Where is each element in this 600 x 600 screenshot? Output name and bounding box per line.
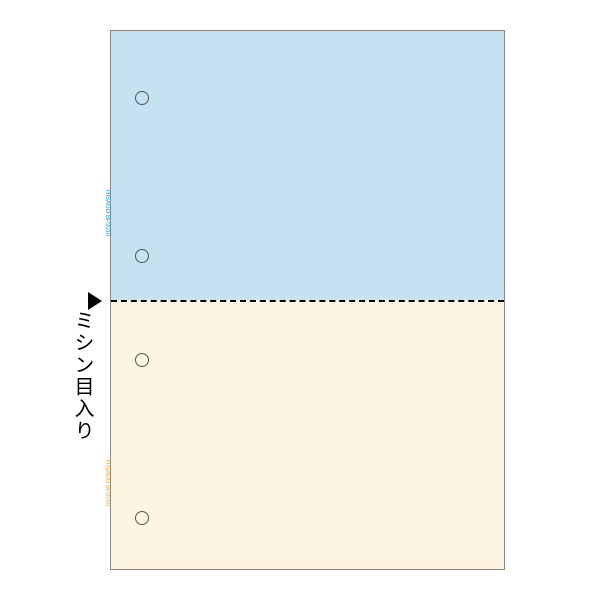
paper-sheet xyxy=(110,30,505,570)
top-panel xyxy=(111,31,504,300)
bottom-panel xyxy=(111,300,504,569)
punch-hole-1 xyxy=(135,91,149,105)
perforation-label: ミシン目入り xyxy=(68,310,97,442)
perforation-arrow-icon xyxy=(88,292,102,310)
punch-hole-3 xyxy=(135,353,149,367)
punch-hole-2 xyxy=(135,249,149,263)
punch-hole-4 xyxy=(135,511,149,525)
perforation-line xyxy=(111,300,504,302)
micro-text-top: HISAGO BP2010 xyxy=(104,190,110,236)
micro-text-bottom: HISAGO BP2010 xyxy=(104,460,110,506)
